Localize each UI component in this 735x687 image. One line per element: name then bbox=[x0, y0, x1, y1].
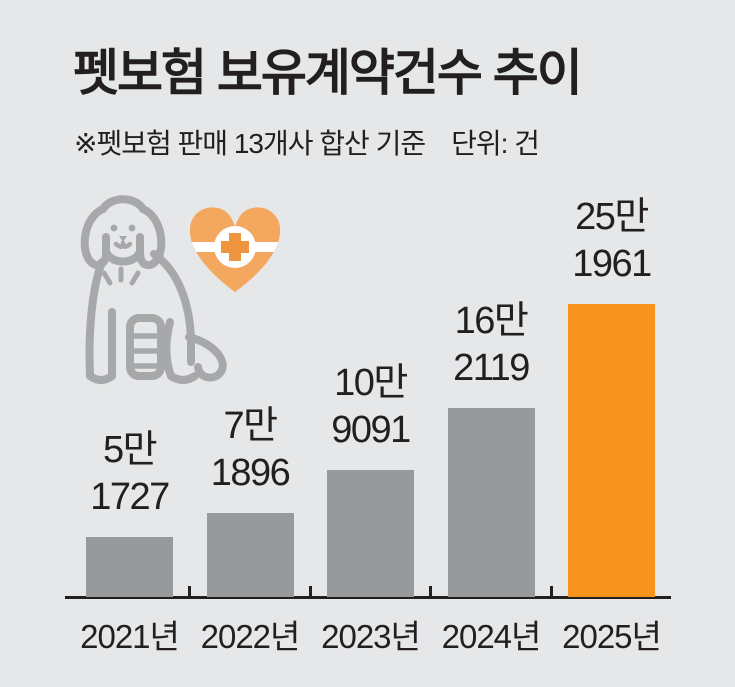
bar-2025년 bbox=[568, 304, 655, 597]
heart-medical-cross-icon bbox=[189, 207, 281, 292]
bar-2021년 bbox=[86, 537, 173, 597]
axis-tick bbox=[308, 586, 312, 597]
category-label-2022년: 2022년 bbox=[200, 618, 301, 655]
category-label-2024년: 2024년 bbox=[441, 618, 542, 655]
value-label-2025년: 25만 1961 bbox=[572, 196, 652, 285]
page-title: 펫보험 보유계약건수 추이 bbox=[73, 45, 583, 101]
dog-icon bbox=[80, 195, 227, 384]
axis-tick bbox=[549, 586, 553, 597]
category-label-2025년: 2025년 bbox=[562, 618, 662, 655]
chart-note: ※펫보험 판매 13개사 합산 기준 bbox=[74, 128, 426, 159]
axis-tick bbox=[188, 586, 192, 597]
category-label-2021년: 2021년 bbox=[80, 618, 180, 655]
value-label-2021년: 5만 1727 bbox=[90, 429, 170, 518]
value-label-2022년: 7만 1896 bbox=[210, 405, 291, 494]
unit-label: 단위: 건 bbox=[451, 128, 540, 159]
bar-2022년 bbox=[206, 513, 294, 597]
value-label-2024년: 16만 2119 bbox=[453, 300, 530, 389]
axis-tick bbox=[429, 586, 433, 597]
x-axis-line bbox=[65, 596, 671, 599]
bar-2024년 bbox=[447, 408, 535, 597]
chart-subtitle: ※펫보험 판매 13개사 합산 기준 단위: 건 bbox=[74, 122, 540, 162]
category-label-2023년: 2023년 bbox=[321, 618, 421, 655]
bar-2023년 bbox=[327, 470, 414, 597]
value-label-2023년: 10만 9091 bbox=[331, 362, 411, 451]
